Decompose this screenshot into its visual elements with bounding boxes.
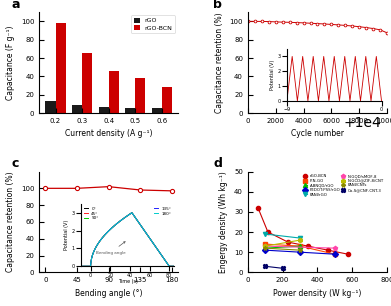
Text: b: b: [213, 0, 222, 11]
Line: PEDOT:PSS/rGO: PEDOT:PSS/rGO: [263, 248, 337, 256]
rGO-BCN: [285, 240, 290, 244]
X-axis label: Cycle number: Cycle number: [291, 129, 344, 139]
Y-axis label: Capacitance retention (%): Capacitance retention (%): [6, 172, 15, 272]
Bar: [109, 71, 119, 113]
Co-S@CNF-CNT-3: [263, 264, 267, 268]
Bar: [45, 101, 56, 113]
A-BNQD/rGO: [263, 246, 267, 250]
N-GQD/sMOF-8: [263, 244, 267, 248]
X-axis label: Current density (A g⁻¹): Current density (A g⁻¹): [65, 129, 152, 139]
PANI/rGO: [263, 232, 267, 236]
P-N-GO: [298, 244, 303, 248]
rGO-BCN: [326, 248, 330, 252]
Text: d: d: [213, 158, 222, 170]
PEDOT:PSS/rGO: [298, 250, 303, 254]
Co-S@CNF-CNT-3: [280, 267, 285, 270]
Bar: [56, 23, 66, 113]
Legend: rGO, rGO-BCN: rGO, rGO-BCN: [131, 15, 175, 33]
Line: Co-S@CNF-CNT-3: Co-S@CNF-CNT-3: [263, 264, 285, 271]
rGO-BCN: [306, 244, 310, 248]
rGO-BCN: [346, 252, 350, 256]
Bar: [99, 106, 109, 113]
Line: rGO-BCN: rGO-BCN: [256, 206, 350, 256]
PANI/CNTs: [263, 246, 267, 250]
PANI/CNTs: [298, 248, 303, 252]
PEDOT:PSS/rGO: [263, 248, 267, 252]
Line: PANI/rGO: PANI/rGO: [263, 232, 302, 240]
Bar: [72, 105, 82, 113]
Y-axis label: Capacitance retention (%): Capacitance retention (%): [215, 12, 224, 113]
P-N-GO: [332, 252, 337, 256]
Text: a: a: [11, 0, 20, 11]
rGO-BCN: [256, 206, 260, 210]
Bar: [135, 78, 145, 113]
Line: A-BNQD/rGO: A-BNQD/rGO: [263, 244, 302, 250]
Line: PANI/CNTs: PANI/CNTs: [263, 246, 302, 252]
X-axis label: Bending angle (°): Bending angle (°): [75, 289, 142, 298]
Bar: [82, 54, 92, 113]
N-GCD@ZIF-8/CNT: [298, 238, 303, 242]
A-BNQD/rGO: [298, 244, 303, 248]
Y-axis label: Engergy density (Wh kg⁻¹): Engergy density (Wh kg⁻¹): [219, 171, 228, 273]
Legend: rGO-BCN, P-N-GO, A-BNQD/rGO, PEDOT:PSS/rGO, PANI/rGO, N-GQD/sMOF-8, N-GCD@ZIF-8/: rGO-BCN, P-N-GO, A-BNQD/rGO, PEDOT:PSS/r…: [303, 174, 385, 197]
Bar: [125, 107, 135, 113]
Bar: [162, 88, 172, 113]
Text: c: c: [11, 158, 19, 170]
Bar: [152, 108, 162, 113]
Line: N-GCD@ZIF-8/CNT: N-GCD@ZIF-8/CNT: [263, 238, 302, 248]
rGO-BCN: [265, 230, 270, 234]
PANI/rGO: [298, 236, 303, 240]
Line: P-N-GO: P-N-GO: [263, 242, 337, 256]
N-GQD/sMOF-8: [332, 246, 337, 250]
X-axis label: Power density (W kg⁻¹): Power density (W kg⁻¹): [273, 289, 362, 298]
PEDOT:PSS/rGO: [332, 252, 337, 256]
Y-axis label: Capacitance (F g⁻¹): Capacitance (F g⁻¹): [6, 25, 15, 100]
N-GCD@ZIF-8/CNT: [263, 244, 267, 248]
P-N-GO: [263, 242, 267, 246]
Line: N-GQD/sMOF-8: N-GQD/sMOF-8: [263, 244, 337, 250]
